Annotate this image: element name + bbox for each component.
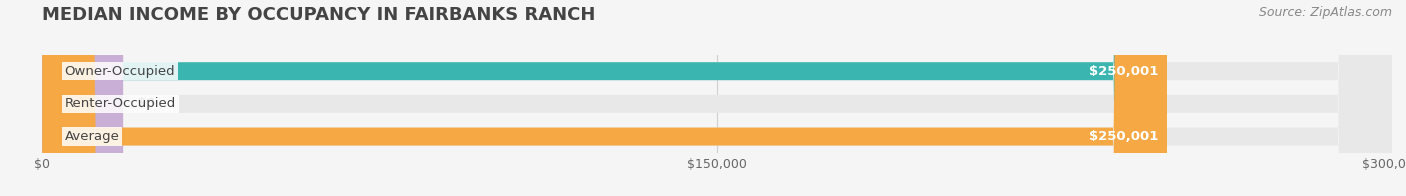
FancyBboxPatch shape bbox=[42, 0, 1167, 196]
Text: Average: Average bbox=[65, 130, 120, 143]
FancyBboxPatch shape bbox=[42, 0, 1392, 196]
FancyBboxPatch shape bbox=[42, 0, 124, 196]
Text: Owner-Occupied: Owner-Occupied bbox=[65, 65, 176, 78]
FancyBboxPatch shape bbox=[42, 0, 1392, 196]
FancyBboxPatch shape bbox=[42, 0, 1392, 196]
Text: MEDIAN INCOME BY OCCUPANCY IN FAIRBANKS RANCH: MEDIAN INCOME BY OCCUPANCY IN FAIRBANKS … bbox=[42, 6, 596, 24]
Text: $250,001: $250,001 bbox=[1088, 65, 1159, 78]
FancyBboxPatch shape bbox=[42, 0, 1167, 196]
Text: Source: ZipAtlas.com: Source: ZipAtlas.com bbox=[1258, 6, 1392, 19]
Text: $0: $0 bbox=[136, 97, 155, 110]
Text: Renter-Occupied: Renter-Occupied bbox=[65, 97, 176, 110]
Text: $250,001: $250,001 bbox=[1088, 130, 1159, 143]
